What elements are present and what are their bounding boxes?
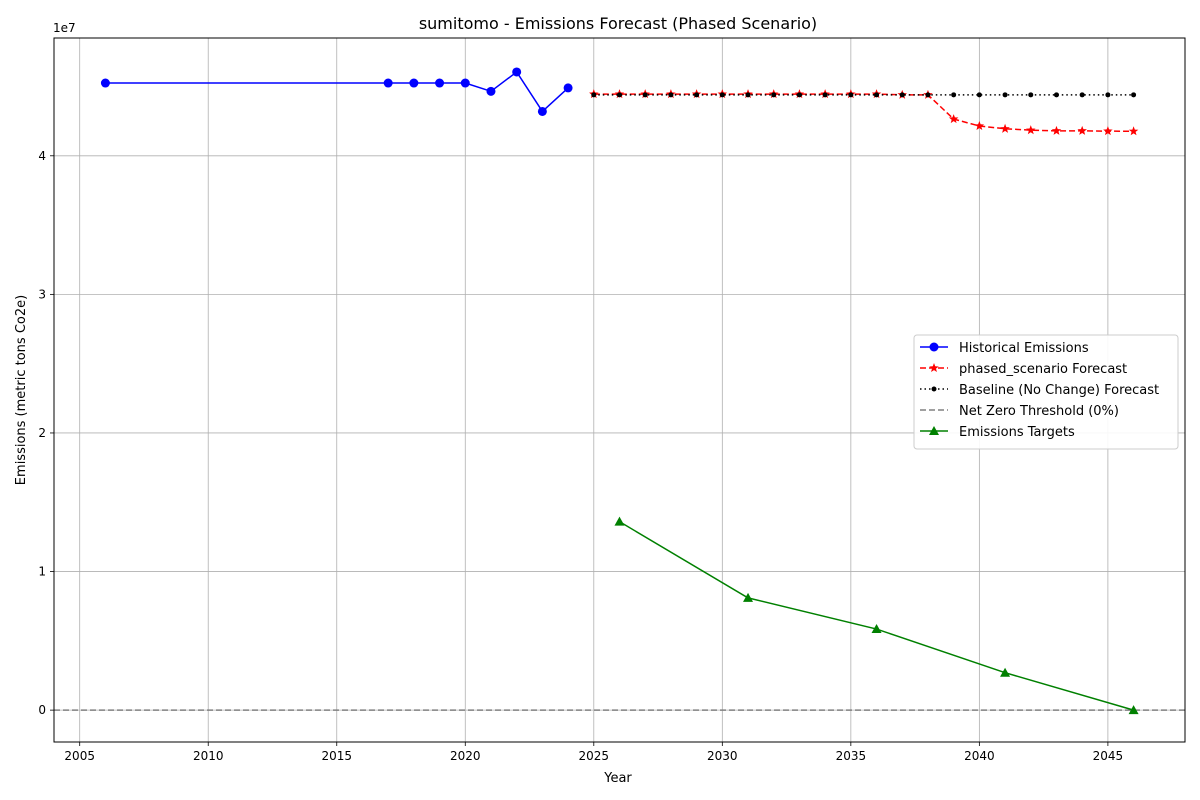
x-axis-label: Year: [603, 771, 632, 786]
x-tick-label: 2035: [836, 749, 867, 763]
series-line: [593, 93, 1134, 133]
data-point: [1077, 125, 1087, 135]
data-point: [614, 516, 625, 526]
x-tick-label: 2045: [1093, 749, 1124, 763]
data-point: [1000, 667, 1011, 677]
data-point: [951, 92, 957, 98]
data-point: [486, 86, 496, 96]
plot-frame: [53, 37, 1186, 743]
series-4: [614, 516, 1139, 715]
series-line: [619, 521, 1134, 711]
data-point: [1079, 92, 1085, 98]
data-point: [1128, 126, 1139, 136]
chart-title: sumitomo - Emissions Forecast (Phased Sc…: [419, 14, 817, 33]
y-tick-label: 0: [38, 703, 46, 717]
data-point: [1002, 92, 1008, 98]
x-tick-label: 2030: [707, 749, 738, 763]
grid: [54, 38, 1185, 742]
data-point: [642, 92, 648, 98]
data-point: [1028, 92, 1034, 98]
data-point: [822, 92, 828, 98]
legend-swatch-marker: [929, 363, 939, 373]
data-point: [1000, 123, 1010, 133]
data-point: [948, 114, 959, 124]
data-point: [1051, 125, 1062, 135]
x-tick-label: 2015: [321, 749, 352, 763]
x-tick-label: 2025: [579, 749, 610, 763]
data-point: [617, 92, 622, 98]
data-point: [668, 92, 674, 98]
y-offset-label: 1e7: [53, 21, 76, 35]
legend-entry-label: phased_scenario Forecast: [959, 362, 1127, 377]
series-0: [100, 67, 573, 116]
data-point: [796, 92, 802, 98]
data-point: [745, 92, 751, 98]
data-point: [1053, 92, 1059, 98]
data-point: [771, 92, 777, 98]
x-tick-label: 2005: [64, 749, 95, 763]
legend-entry-label: Emissions Targets: [959, 425, 1075, 440]
y-axis-label: Emissions (metric tons Co2e): [14, 295, 29, 485]
x-tick-label: 2040: [964, 749, 995, 763]
data-point: [537, 106, 547, 116]
data-point: [383, 78, 393, 88]
series-layer: [54, 67, 1185, 715]
data-point: [100, 78, 110, 88]
data-point: [743, 592, 754, 602]
data-point: [591, 92, 597, 98]
data-point: [1105, 92, 1111, 98]
axis-ticks: 2005 2010 2015 2020 2025 2030 2035 2040 2045 0 1 2 3…: [38, 149, 1123, 763]
legend-entry-label: Baseline (No Change) Forecast: [959, 383, 1159, 398]
data-point: [974, 121, 985, 131]
data-point: [512, 67, 522, 77]
data-point: [1026, 125, 1036, 135]
y-tick-label: 1: [38, 565, 46, 579]
data-point: [871, 624, 882, 634]
legend-box: [913, 334, 1179, 450]
y-tick-label: 2: [38, 426, 46, 440]
y-tick-label: 4: [38, 149, 46, 163]
y-tick-label: 3: [38, 287, 46, 301]
data-point: [1103, 126, 1113, 136]
data-point: [563, 83, 573, 93]
legend: Historical Emissions phased_scenario Fore…: [913, 334, 1179, 450]
data-point: [435, 78, 445, 88]
legend-entry-label: Net Zero Threshold (0%): [959, 404, 1119, 419]
data-point: [719, 92, 725, 98]
x-tick-label: 2020: [450, 749, 481, 763]
data-point: [899, 92, 905, 98]
legend-swatch-marker: [929, 342, 939, 352]
data-point: [976, 92, 982, 98]
legend-swatch-marker: [929, 426, 939, 435]
data-point: [925, 92, 931, 98]
legend-swatch-marker: [931, 386, 937, 392]
data-point: [694, 92, 700, 98]
series-2: [591, 92, 1137, 98]
data-point: [848, 92, 854, 98]
data-point: [409, 78, 419, 88]
data-point: [1128, 705, 1139, 715]
x-tick-label: 2010: [193, 749, 224, 763]
data-point: [874, 92, 880, 98]
legend-entry-label: Historical Emissions: [959, 341, 1089, 356]
data-point: [460, 78, 470, 88]
data-point: [1131, 92, 1137, 98]
